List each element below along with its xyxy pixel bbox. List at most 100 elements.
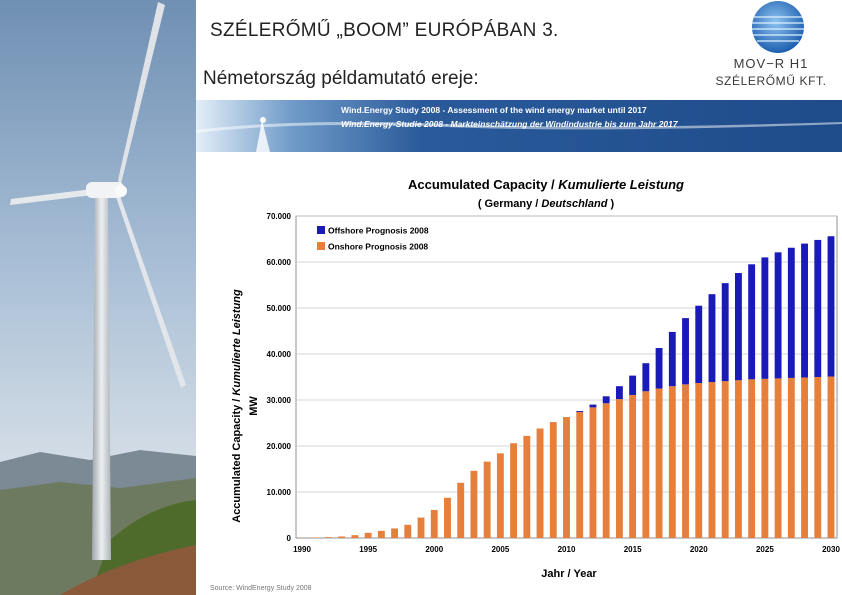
bar-onshore-1999: [417, 517, 425, 538]
bar-offshore-2013: [602, 396, 610, 404]
bar-onshore-1994: [351, 535, 359, 538]
bar-offshore-2020: [695, 305, 703, 383]
bar-onshore-2008: [536, 428, 544, 538]
bar-onshore-2001: [444, 497, 451, 538]
bar-offshore-2015: [629, 375, 637, 395]
y-tick-label: 40.000: [267, 350, 292, 359]
bar-onshore-2002: [457, 482, 465, 538]
bar-onshore-2015: [629, 394, 637, 538]
bar-onshore-2025: [761, 378, 769, 538]
bar-offshore-2011: [576, 411, 584, 412]
bar-offshore-2022: [721, 283, 729, 382]
wind-turbine-photo: [0, 0, 196, 595]
bar-onshore-2028: [801, 377, 808, 538]
bar-onshore-1996: [377, 530, 385, 538]
x-tick-label: 1995: [359, 545, 377, 554]
x-tick-label: 2005: [491, 545, 509, 554]
bar-onshore-2026: [774, 378, 782, 538]
bar-onshore-1992: [325, 537, 332, 538]
bar-onshore-2023: [734, 380, 742, 538]
y-tick-label: 20.000: [267, 442, 292, 451]
source-note: Source: WindEnergy Study 2008: [210, 585, 312, 592]
bar-onshore-2003: [470, 470, 478, 538]
chart-title: Accumulated Capacity / Kumulierte Leistu…: [408, 177, 684, 192]
slide-title: SZÉLERŐMŰ „BOOM” EURÓPÁBAN 3.: [210, 20, 559, 41]
bar-offshore-2027: [787, 247, 795, 378]
wind-turbine-image: [0, 0, 196, 595]
bar-onshore-2007: [523, 435, 531, 538]
bar-onshore-2022: [721, 381, 729, 538]
bar-offshore-2016: [642, 363, 650, 392]
y-tick-label: 60.000: [267, 258, 292, 267]
x-tick-label: 2015: [624, 545, 642, 554]
bar-offshore-2023: [734, 273, 742, 381]
bar-onshore-1993: [338, 536, 346, 538]
bar-onshore-1995: [364, 532, 372, 538]
logo-company: SZÉLERŐMŰ KFT.: [715, 74, 827, 88]
y-tick-label: 70.000: [267, 212, 292, 221]
slide-subtitle: Németország példamutató ereje:: [203, 68, 479, 89]
bar-onshore-2030: [827, 376, 835, 538]
bar-onshore-2027: [787, 377, 795, 538]
x-tick-label: 2000: [425, 545, 443, 554]
banner-line-de: Wind.Energy-Studie 2008 - Markteinschätz…: [341, 119, 678, 129]
company-logo: MOV−R H1 SZÉLERŐMŰ KFT.: [700, 0, 842, 100]
y-tick-label: 30.000: [267, 396, 292, 405]
bar-onshore-2006: [510, 443, 518, 538]
x-tick-label: 2020: [690, 545, 708, 554]
bar-onshore-2029: [814, 377, 822, 538]
bar-onshore-2013: [602, 403, 610, 538]
bar-offshore-2018: [668, 331, 676, 387]
x-axis-ticks: 1990 1995 2000 2005 2010 2015 2020 2025 2030: [293, 545, 840, 554]
bar-onshore-2020: [695, 382, 703, 538]
svg-text:Accumulated Capacity / Kumulie: Accumulated Capacity / Kumulierte Leistu…: [231, 289, 243, 523]
y-axis-ticks: 0 10.000 20.000 30.000 40.000 50.000 60.000 70.…: [267, 212, 292, 543]
bar-offshore-2026: [774, 252, 782, 379]
bar-offshore-2025: [761, 257, 769, 379]
x-tick-label: 1990: [293, 545, 311, 554]
y-tick-label: 0: [287, 534, 292, 543]
globe-icon: [752, 1, 804, 53]
legend: Offshore Prognosis 2008 Onshore Prognosi…: [317, 226, 429, 252]
bar-onshore-2021: [708, 382, 716, 538]
bar-offshore-2024: [748, 264, 756, 380]
svg-text:MW: MW: [248, 396, 260, 416]
bar-offshore-2019: [682, 318, 689, 385]
bar-onshore-2018: [668, 386, 676, 538]
capacity-chart: Accumulated Capacity / Kumulierte Leistu…: [231, 177, 840, 580]
chart-subtitle: ( Germany / Deutschland ): [478, 198, 615, 210]
legend-swatch-onshore: [317, 242, 325, 250]
bar-offshore-2029: [814, 239, 822, 377]
legend-label-offshore: Offshore Prognosis 2008: [328, 226, 429, 236]
bar-onshore-2005: [496, 453, 504, 538]
bar-series: [298, 236, 835, 538]
y-axis-label: Accumulated Capacity / Kumulierte Leistu…: [231, 289, 260, 523]
bar-offshore-2021: [708, 294, 716, 383]
legend-swatch-offshore: [317, 226, 325, 234]
bar-onshore-2004: [483, 461, 491, 538]
bar-offshore-2028: [801, 243, 808, 378]
bar-onshore-1991: [311, 537, 319, 538]
bar-offshore-2017: [655, 348, 663, 389]
study-banner: Wind.Energy Study 2008 - Assessment of t…: [196, 100, 842, 152]
bar-offshore-2030: [827, 236, 835, 377]
banner-background: [196, 100, 842, 152]
legend-label-onshore: Onshore Prognosis 2008: [328, 242, 428, 252]
bar-onshore-2010: [563, 417, 570, 538]
x-tick-label: 2025: [756, 545, 774, 554]
bar-onshore-2000: [430, 509, 438, 538]
bar-onshore-1997: [391, 528, 399, 538]
bar-onshore-2014: [615, 399, 623, 538]
bar-onshore-2024: [748, 379, 756, 538]
banner-line-en: Wind.Energy Study 2008 - Assessment of t…: [341, 105, 647, 115]
bar-onshore-1998: [404, 524, 412, 538]
bar-onshore-2011: [576, 411, 584, 538]
bar-offshore-2014: [615, 386, 623, 400]
y-tick-label: 50.000: [267, 304, 292, 313]
x-tick-label: 2030: [822, 545, 840, 554]
bar-onshore-2009: [549, 422, 557, 538]
bar-onshore-2017: [655, 388, 663, 538]
bar-onshore-2012: [589, 407, 597, 538]
bar-onshore-2019: [682, 384, 689, 538]
bar-offshore-2012: [589, 404, 597, 408]
